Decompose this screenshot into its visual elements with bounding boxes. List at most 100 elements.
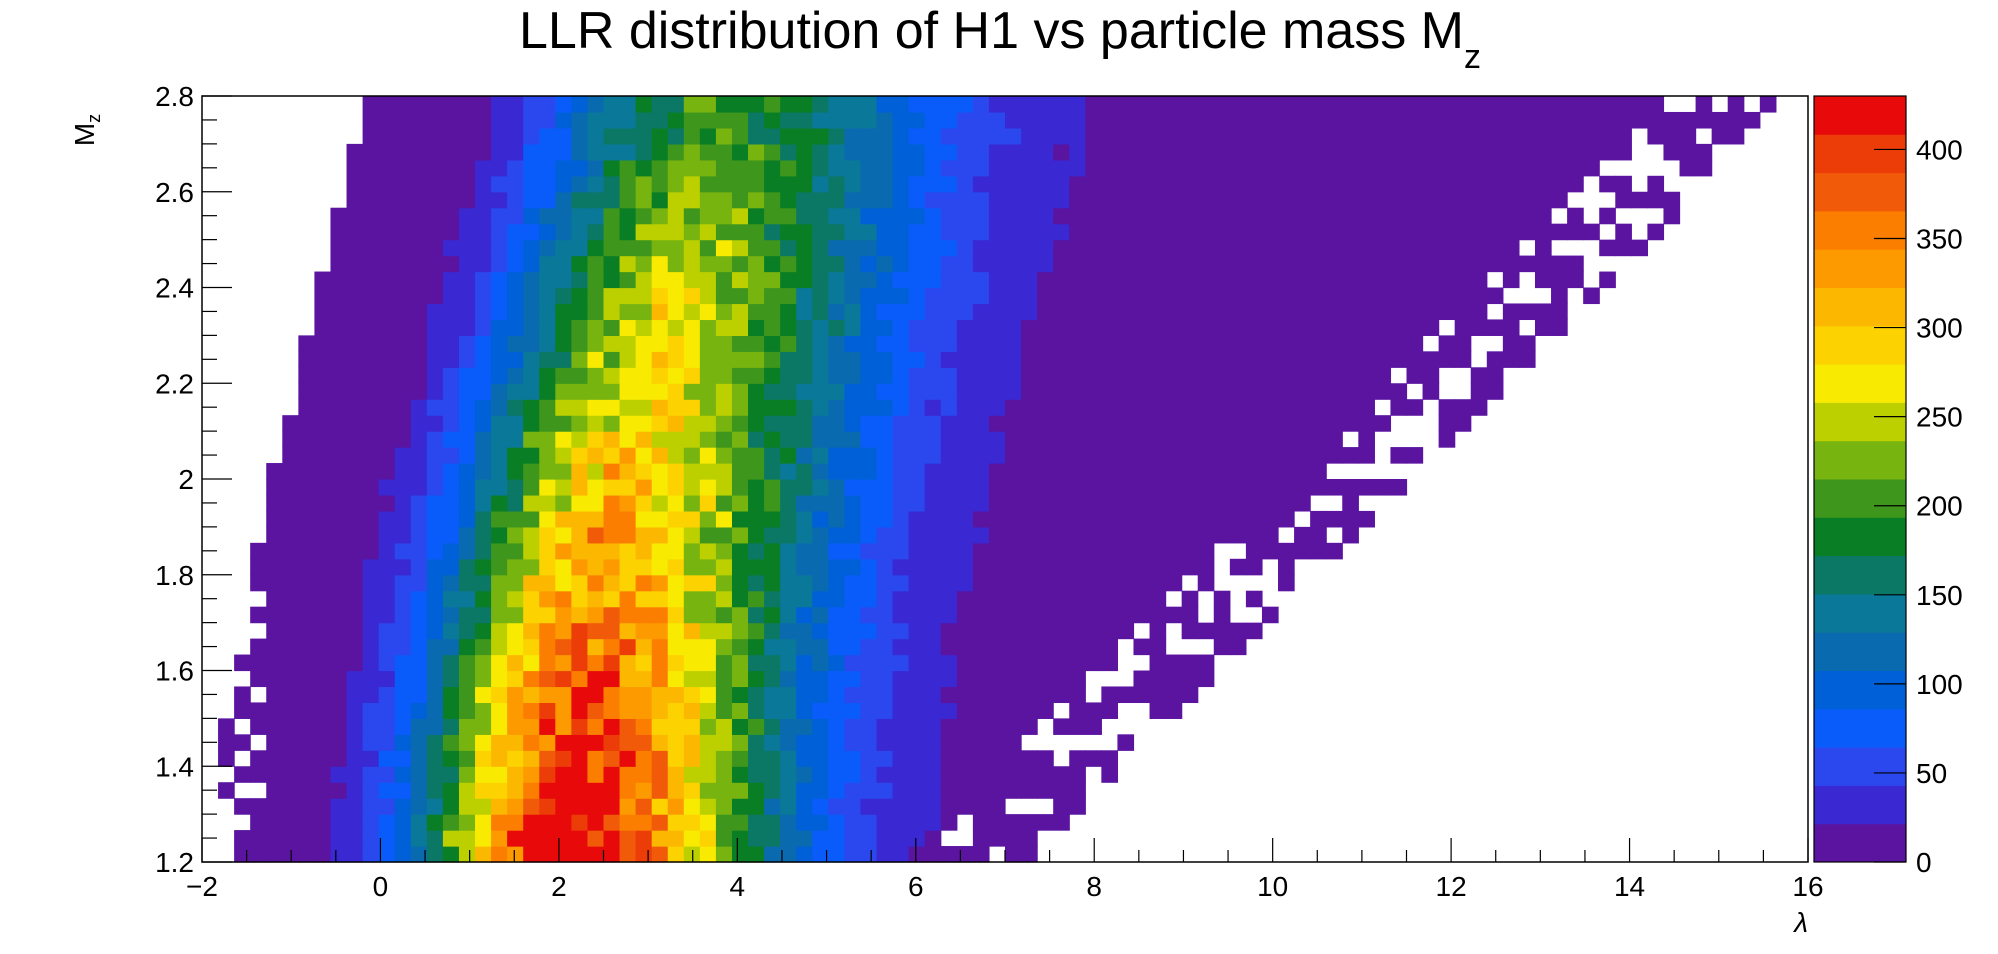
- heatmap-cell: [458, 303, 476, 321]
- heatmap-cell: [555, 558, 572, 576]
- heatmap-cell: [1261, 271, 1279, 289]
- heatmap-cell: [458, 606, 476, 624]
- heatmap-cell: [458, 654, 476, 672]
- heatmap-cell: [1117, 415, 1135, 432]
- heatmap-cell: [1567, 127, 1584, 145]
- heatmap-cell: [250, 830, 267, 847]
- heatmap-cell: [1534, 207, 1552, 225]
- heatmap-cell: [988, 622, 1006, 640]
- heatmap-cell: [764, 127, 781, 145]
- heatmap-cell: [1534, 255, 1552, 273]
- heatmap-cell: [1085, 590, 1102, 608]
- heatmap-cell: [972, 175, 990, 193]
- heatmap-cell: [1101, 96, 1119, 113]
- heatmap-cell: [314, 526, 332, 544]
- heatmap-cell: [475, 494, 492, 512]
- heatmap-cell: [410, 111, 428, 129]
- heatmap-cell: [298, 750, 316, 767]
- heatmap-cell: [603, 207, 621, 225]
- heatmap-cell: [876, 415, 894, 432]
- heatmap-cell: [1727, 127, 1745, 145]
- heatmap-cell: [860, 239, 878, 257]
- heatmap-cell: [876, 207, 894, 225]
- heatmap-cell: [523, 335, 540, 352]
- heatmap-cell: [1261, 383, 1279, 400]
- heatmap-cell: [812, 431, 829, 448]
- heatmap-cell: [1294, 415, 1311, 432]
- heatmap-cell: [571, 223, 589, 241]
- heatmap-cell: [892, 814, 910, 831]
- heatmap-cell: [699, 622, 717, 640]
- heatmap-cell: [394, 734, 412, 751]
- heatmap-cell: [282, 638, 299, 656]
- heatmap-cell: [764, 463, 781, 480]
- heatmap-cell: [635, 127, 653, 145]
- heatmap-cell: [1261, 127, 1279, 145]
- heatmap-cell: [1149, 399, 1167, 416]
- heatmap-cell: [1422, 319, 1440, 336]
- heatmap-cell: [555, 686, 572, 704]
- heatmap-cell: [1294, 239, 1311, 257]
- heatmap-cell: [1326, 159, 1343, 177]
- heatmap-cell: [1310, 239, 1327, 257]
- heatmap-cell: [426, 590, 444, 608]
- heatmap-cell: [956, 383, 974, 400]
- heatmap-cell: [1261, 335, 1279, 352]
- heatmap-cell: [571, 175, 589, 193]
- heatmap-cell: [1101, 558, 1119, 576]
- heatmap-cell: [1037, 622, 1054, 640]
- heatmap-cell: [555, 734, 572, 751]
- heatmap-cell: [1037, 463, 1054, 480]
- heatmap-cell: [314, 335, 332, 352]
- heatmap-cell: [651, 766, 669, 783]
- heatmap-cell: [860, 175, 878, 193]
- heatmap-cell: [1663, 111, 1681, 129]
- heatmap-cell: [651, 431, 669, 448]
- heatmap-cell: [940, 798, 958, 815]
- heatmap-cell: [410, 175, 428, 193]
- heatmap-cell: [491, 463, 508, 480]
- heatmap-cell: [796, 670, 813, 688]
- heatmap-cell: [1294, 127, 1311, 145]
- heatmap-cell: [908, 271, 926, 289]
- heatmap-cell: [1213, 638, 1231, 656]
- heatmap-cell: [828, 255, 845, 273]
- heatmap-cell: [1406, 335, 1424, 352]
- heatmap-cell: [699, 207, 717, 225]
- heatmap-cell: [828, 463, 845, 480]
- heatmap-cell: [635, 335, 653, 352]
- heatmap-cell: [683, 654, 701, 672]
- heatmap-cell: [1101, 526, 1119, 544]
- heatmap-cell: [1069, 239, 1086, 257]
- heatmap-cell: [860, 494, 878, 512]
- heatmap-cell: [1229, 287, 1247, 305]
- heatmap-cell: [539, 846, 556, 863]
- heatmap-cell: [988, 335, 1006, 352]
- heatmap-cell: [1213, 526, 1231, 544]
- heatmap-cell: [523, 686, 540, 704]
- heatmap-cell: [828, 223, 845, 241]
- heatmap-cell: [1117, 526, 1135, 544]
- heatmap-cell: [924, 463, 942, 480]
- heatmap-cell: [715, 127, 733, 145]
- heatmap-cell: [555, 207, 572, 225]
- heatmap-cell: [940, 494, 958, 512]
- heatmap-cell: [1005, 255, 1022, 273]
- heatmap-cell: [266, 463, 283, 480]
- heatmap-cell: [587, 335, 605, 352]
- heatmap-cell: [378, 606, 396, 624]
- heatmap-cell: [764, 702, 781, 719]
- heatmap-cell: [828, 415, 845, 432]
- heatmap-cell: [619, 702, 637, 719]
- heatmap-cell: [266, 479, 283, 496]
- heatmap-cell: [1326, 303, 1343, 321]
- heatmap-cell: [587, 734, 605, 751]
- heatmap-cell: [1245, 319, 1263, 336]
- heatmap-cell: [442, 702, 460, 719]
- heatmap-cell: [1181, 558, 1199, 576]
- heatmap-cell: [523, 367, 540, 384]
- heatmap-cell: [1133, 335, 1151, 352]
- heatmap-cell: [250, 670, 267, 688]
- heatmap-cell: [1005, 814, 1022, 831]
- heatmap-cell: [1181, 606, 1199, 624]
